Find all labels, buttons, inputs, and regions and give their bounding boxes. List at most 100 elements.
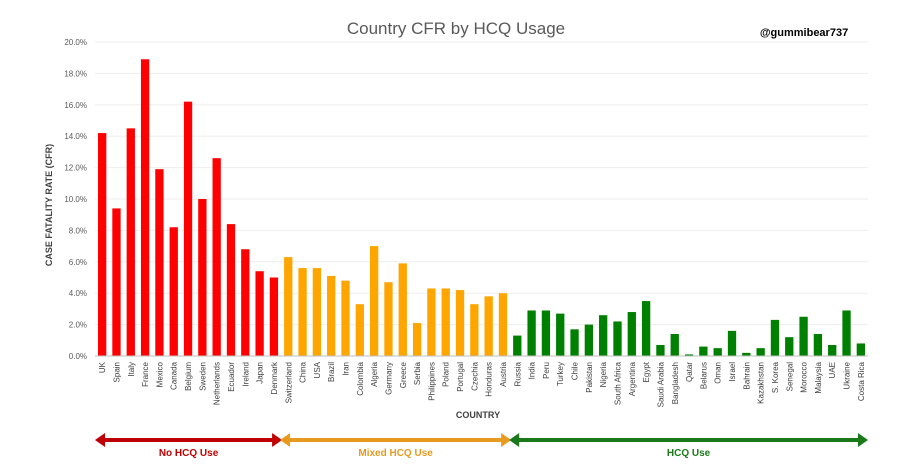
bar-belarus	[699, 346, 708, 356]
category-label: Iran	[342, 362, 351, 376]
bar-usa	[312, 268, 322, 356]
bar-uk	[98, 133, 107, 356]
category-label: Greece	[399, 361, 408, 388]
category-label: India	[528, 361, 537, 379]
category-label: Japan	[256, 362, 265, 384]
bar-spain	[112, 208, 121, 356]
bar-russia	[513, 335, 522, 356]
group-label: HCQ Use	[667, 448, 711, 459]
category-label: Egypt	[642, 361, 651, 382]
category-label: Philippines	[427, 362, 436, 401]
bar-poland	[441, 288, 450, 356]
category-label: Switzerland	[284, 362, 293, 403]
category-label: Czechia	[470, 361, 479, 390]
category-label: Saudi Arabia	[656, 361, 665, 407]
category-label: Senegal	[785, 362, 794, 392]
bar-germany	[384, 282, 393, 356]
bar-senegal	[785, 337, 794, 356]
category-label: Italy	[127, 362, 136, 377]
bar-argentina	[627, 312, 636, 356]
bar-brazil	[327, 275, 336, 356]
bar-qatar	[684, 354, 694, 356]
bar-turkey	[556, 313, 565, 356]
category-label: Chile	[571, 361, 580, 380]
bar-malaysia	[813, 334, 823, 356]
bar-nigeria	[599, 315, 608, 356]
bar-south-africa	[613, 321, 622, 356]
category-label: Nigeria	[599, 361, 608, 387]
bar-iran	[341, 280, 350, 356]
category-label: Germany	[384, 362, 393, 395]
category-label: Ukraine	[843, 361, 852, 389]
category-label: Morocco	[800, 361, 809, 392]
category-label: Israel	[728, 362, 737, 382]
category-label: Turkey	[556, 362, 565, 386]
x-axis-label: COUNTRY	[456, 410, 500, 420]
category-label: Pakistan	[585, 362, 594, 393]
group-arrow	[509, 433, 868, 447]
group-arrow	[280, 433, 512, 447]
y-tick-label: 20.0%	[64, 38, 87, 47]
bar-ireland	[241, 249, 250, 356]
bar-india	[527, 310, 536, 356]
category-label: Canada	[170, 361, 179, 390]
bar-sweden	[198, 199, 207, 356]
bar-honduras	[484, 296, 493, 356]
category-label: Bangladesh	[671, 362, 680, 404]
bar-pakistan	[584, 324, 594, 356]
bar-chile	[570, 329, 579, 356]
category-label: Bahrain	[742, 362, 751, 390]
group-label: No HCQ Use	[159, 448, 219, 459]
bar-bahrain	[742, 352, 751, 356]
category-label: Belgium	[184, 362, 193, 391]
category-label: South Africa	[613, 361, 622, 405]
bar-canada	[169, 227, 178, 356]
y-tick-label: 14.0%	[64, 132, 87, 141]
bar-denmark	[269, 277, 279, 356]
category-label: Algeria	[370, 361, 379, 386]
category-label: Portugal	[456, 362, 465, 392]
y-tick-label: 2.0%	[69, 321, 87, 330]
bar-austria	[498, 293, 508, 356]
bar-philippines	[427, 288, 436, 356]
category-label: Argentina	[628, 361, 637, 396]
bar-serbia	[412, 323, 422, 356]
y-tick-label: 4.0%	[69, 289, 87, 298]
category-label: Poland	[442, 362, 451, 387]
bar-s-korea	[770, 319, 780, 356]
category-label: Sweden	[198, 362, 207, 391]
group-label: Mixed HCQ Use	[358, 448, 433, 459]
category-label: Serbia	[413, 361, 422, 385]
category-label: Austria	[499, 361, 508, 386]
category-label: UK	[98, 361, 107, 373]
bar-oman	[713, 348, 722, 356]
gridlines	[95, 41, 868, 326]
bar-ecuador	[226, 224, 236, 356]
category-label: UAE	[828, 362, 837, 378]
bar-algeria	[369, 246, 379, 356]
category-label: Costa Rica	[857, 361, 866, 401]
category-label: Netherlands	[213, 362, 222, 405]
category-label: Denmark	[270, 361, 279, 394]
category-label: Ecuador	[227, 362, 236, 392]
category-label: Spain	[112, 362, 121, 382]
category-label: Oman	[714, 362, 723, 384]
group-arrows: No HCQ Use Mixed HCQ Use HCQ Use	[95, 433, 868, 459]
category-label: Malaysia	[814, 361, 823, 393]
category-label: Qatar	[685, 362, 694, 382]
bar-bangladesh	[670, 334, 679, 356]
category-label: Colombia	[356, 361, 365, 395]
bar-netherlands	[212, 158, 221, 356]
category-label: Mexico	[155, 361, 164, 387]
bar-egypt	[641, 301, 651, 356]
category-label: Russia	[513, 361, 522, 386]
y-tick-label: 8.0%	[69, 226, 87, 235]
y-tick-label: 0.0%	[69, 352, 87, 361]
category-label: Honduras	[485, 362, 494, 397]
category-label: Brazil	[327, 362, 336, 382]
chart-title: Country CFR by HCQ Usage	[347, 19, 565, 38]
bar-ukraine	[842, 310, 851, 356]
y-tick-label: 18.0%	[64, 69, 87, 78]
bar-china	[298, 268, 307, 356]
